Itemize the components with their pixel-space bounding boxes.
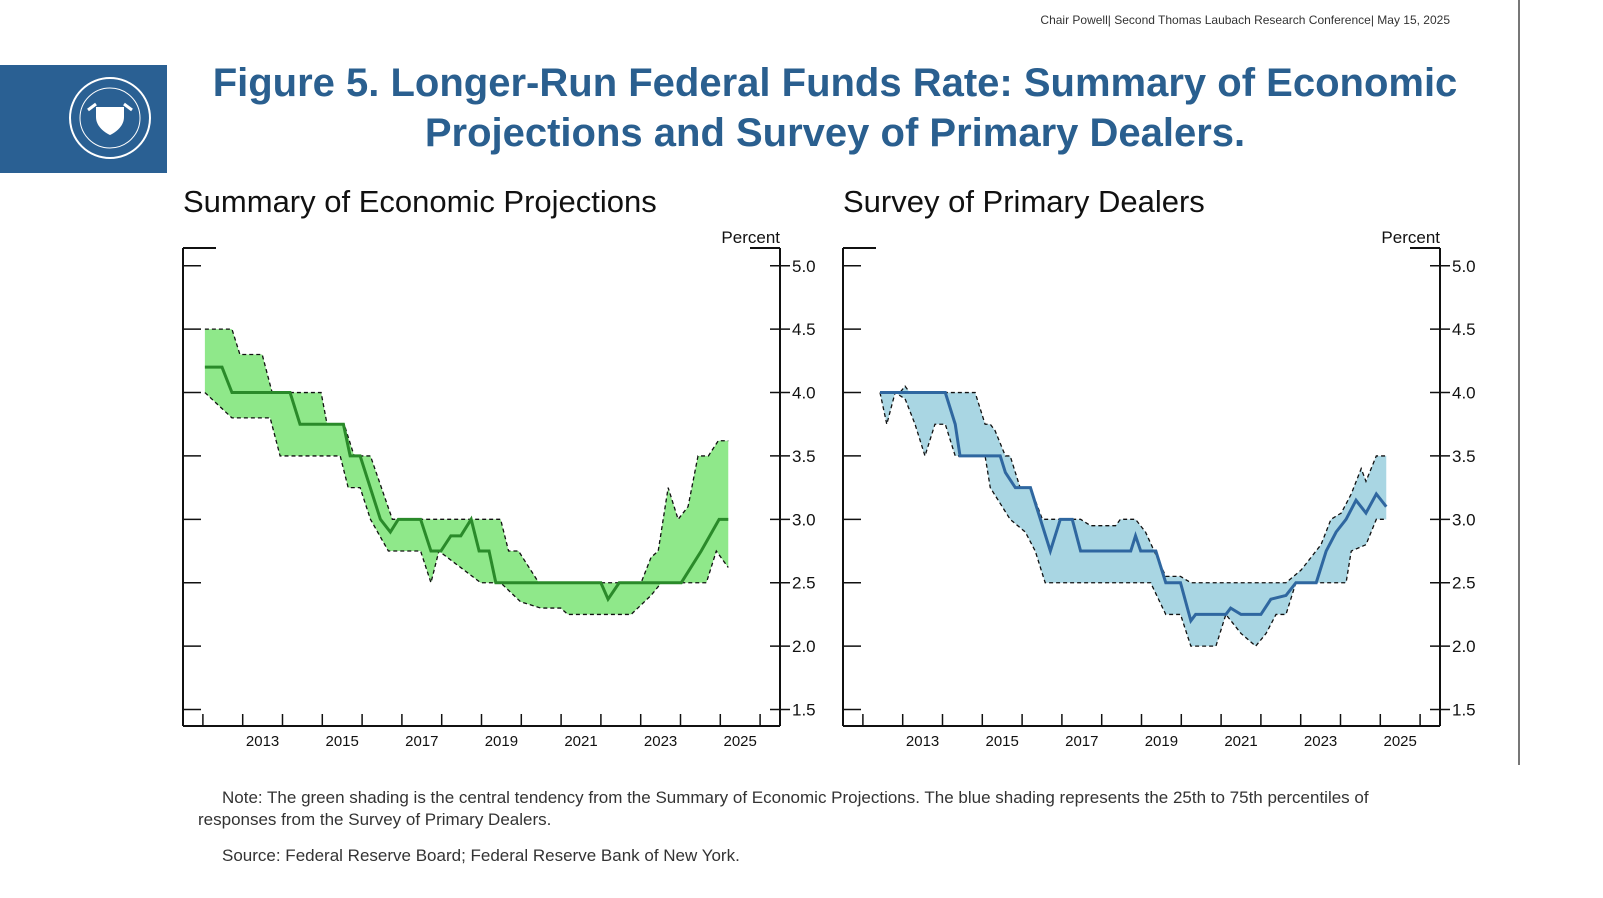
lower-bound	[879, 391, 1387, 648]
seal	[69, 77, 151, 159]
x-tick-label: 2013	[246, 733, 279, 750]
band	[204, 329, 729, 615]
chart-title: Survey of Primary Dealers	[843, 184, 1205, 219]
y-tick-label: 2.5	[792, 574, 816, 593]
chart-title: Summary of Economic Projections	[183, 184, 657, 219]
y-tick-label: 5.0	[792, 257, 816, 276]
y-tick-label: 3.0	[792, 510, 816, 529]
x-tick-label: 2021	[1224, 733, 1257, 750]
y-tick-label: 2.5	[1452, 574, 1476, 593]
lower-bound	[204, 392, 729, 616]
median-line	[204, 365, 729, 603]
y-tick-label: 2.0	[792, 637, 816, 656]
x-tick-label: 2019	[485, 733, 518, 750]
y-tick-label: 4.0	[1452, 384, 1476, 403]
y-tick-label: 4.5	[1452, 320, 1476, 339]
upper-bound	[880, 385, 1387, 584]
y-tick-label: 3.5	[792, 447, 816, 466]
y-tick-label: 5.0	[1452, 257, 1476, 276]
logo	[0, 65, 167, 173]
x-tick-label: 2023	[1304, 733, 1337, 750]
median-line	[880, 391, 1388, 625]
band	[880, 386, 1387, 647]
x-tick-label: 2017	[1065, 733, 1098, 750]
x-tick-label: 2019	[1145, 733, 1178, 750]
y-tick-label: 3.5	[1452, 447, 1476, 466]
title: Figure 5. Longer-Run Federal Funds Rate:…	[212, 61, 1458, 155]
x-tick-label: 2017	[405, 733, 438, 750]
header: Chair Powell| Second Thomas Laubach Rese…	[1040, 13, 1450, 27]
x-tick-label: 2025	[1384, 733, 1417, 750]
y-tick-label: 4.5	[792, 320, 816, 339]
divider	[1518, 0, 1520, 765]
x-tick-label: 2025	[724, 733, 757, 750]
x-tick-label: 2013	[906, 733, 939, 750]
note: Note: The green shading is the central t…	[198, 788, 1369, 829]
y-tick-label: 2.0	[1452, 637, 1476, 656]
charts: Summary of Economic Projections Percent 1.…	[182, 184, 1476, 750]
x-tick-label: 2023	[644, 733, 677, 750]
y-tick-label: 1.5	[792, 701, 816, 720]
y-tick-label: 3.0	[1452, 510, 1476, 529]
y-axis-label: Percent	[721, 228, 780, 247]
source: Source: Federal Reserve Board; Federal R…	[222, 846, 740, 865]
y-axis-label: Percent	[1381, 228, 1440, 247]
x-tick-label: 2015	[986, 733, 1019, 750]
x-tick-label: 2021	[564, 733, 597, 750]
y-tick-label: 4.0	[792, 384, 816, 403]
x-tick-label: 2015	[326, 733, 359, 750]
y-tick-label: 1.5	[1452, 701, 1476, 720]
